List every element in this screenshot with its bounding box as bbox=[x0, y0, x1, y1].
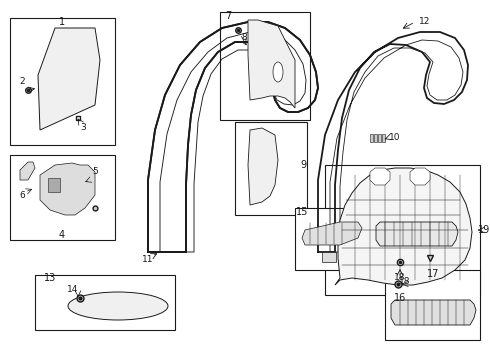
Text: 9: 9 bbox=[300, 160, 306, 170]
Bar bbox=[10, 18, 115, 145]
Text: 15: 15 bbox=[296, 207, 308, 217]
Polygon shape bbox=[40, 163, 95, 215]
Polygon shape bbox=[248, 128, 278, 205]
Bar bbox=[325, 165, 480, 295]
Polygon shape bbox=[391, 300, 476, 325]
Polygon shape bbox=[302, 222, 362, 245]
Text: 11: 11 bbox=[142, 255, 154, 264]
Text: 16: 16 bbox=[394, 293, 406, 303]
Text: 4: 4 bbox=[59, 230, 65, 240]
Bar bbox=[35, 275, 175, 330]
Text: 18: 18 bbox=[394, 274, 406, 283]
Bar bbox=[235, 122, 307, 215]
Text: 19: 19 bbox=[478, 225, 490, 235]
Text: 10: 10 bbox=[389, 134, 401, 143]
Polygon shape bbox=[410, 168, 430, 185]
Polygon shape bbox=[335, 168, 472, 285]
Polygon shape bbox=[376, 222, 458, 246]
Text: 18: 18 bbox=[399, 278, 411, 287]
Bar bbox=[370, 134, 373, 142]
Text: 13: 13 bbox=[44, 273, 56, 283]
Text: 2: 2 bbox=[19, 77, 25, 86]
Text: 12: 12 bbox=[419, 18, 431, 27]
Text: 8: 8 bbox=[241, 33, 247, 42]
Bar bbox=[322, 252, 336, 262]
Bar bbox=[10, 155, 115, 240]
Bar bbox=[382, 134, 385, 142]
Text: 7: 7 bbox=[225, 11, 231, 21]
Polygon shape bbox=[48, 178, 60, 192]
Bar bbox=[295, 208, 375, 270]
Polygon shape bbox=[38, 28, 100, 130]
Text: 3: 3 bbox=[80, 123, 86, 132]
Ellipse shape bbox=[273, 62, 283, 82]
Text: 17: 17 bbox=[427, 269, 439, 279]
Text: 14: 14 bbox=[67, 285, 79, 294]
Bar bbox=[374, 134, 377, 142]
Ellipse shape bbox=[68, 292, 168, 320]
Bar bbox=[378, 134, 381, 142]
Text: 5: 5 bbox=[92, 167, 98, 176]
Polygon shape bbox=[248, 20, 295, 108]
Text: 6: 6 bbox=[19, 192, 25, 201]
Polygon shape bbox=[370, 168, 390, 185]
Polygon shape bbox=[20, 162, 35, 180]
Bar bbox=[220, 12, 310, 120]
Bar bbox=[385, 270, 480, 340]
Text: 1: 1 bbox=[59, 17, 65, 27]
